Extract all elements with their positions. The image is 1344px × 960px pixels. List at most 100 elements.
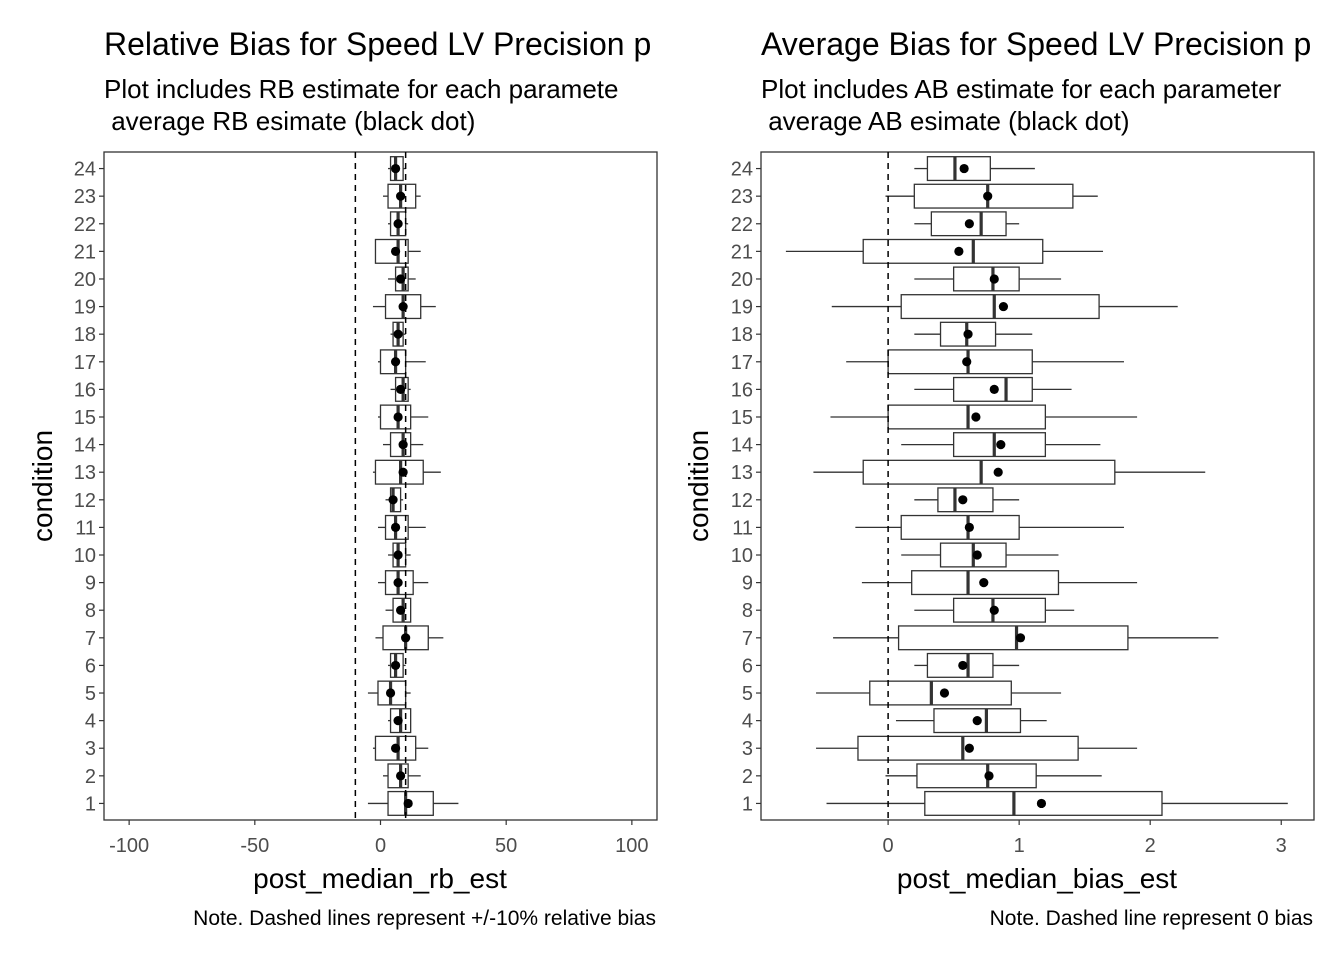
right-box-condition-12 (914, 487, 1020, 513)
left-y-tick-label: 4 (85, 711, 96, 733)
mean-dot (390, 660, 401, 671)
mean-dot (396, 771, 406, 781)
left-y-tick-label: 1 (85, 793, 96, 815)
mean-dot (388, 495, 398, 505)
iqr-box (900, 514, 1020, 540)
right-box-condition-17 (846, 349, 1124, 375)
left-box-condition-4 (388, 708, 412, 734)
right-box-condition-3 (816, 735, 1138, 761)
right-y-tick-label: 19 (731, 297, 753, 319)
right-y-tick-label: 10 (731, 545, 753, 567)
left-chart-subtitle-line-2: average RB esimate (black dot) (104, 106, 475, 136)
left-box-condition-8 (385, 597, 412, 623)
right-box-condition-19 (831, 294, 1178, 320)
left-y-tick-label: 21 (74, 241, 96, 263)
right-y-tick-label: 5 (742, 683, 753, 705)
left-box-condition-12 (385, 487, 404, 513)
left-y-tick-label: 16 (74, 379, 96, 401)
left-y-tick-label: 7 (85, 628, 96, 650)
left-box-condition-24 (388, 156, 406, 182)
left-y-tick-label: 17 (74, 352, 96, 374)
left-y-tick-label: 6 (85, 655, 96, 677)
left-y-tick-label: 20 (74, 269, 96, 291)
left-box-condition-6 (388, 652, 406, 678)
left-y-tick-label: 2 (85, 766, 96, 788)
left-plot-area: 123456789101112131415161718192021222324-… (74, 151, 658, 857)
right-y-tick-label: 20 (731, 269, 753, 291)
left-box-condition-17 (377, 349, 426, 375)
iqr-box (926, 156, 991, 182)
left-caption: Note. Dashed lines represent +/-10% rela… (193, 907, 656, 930)
right-box-condition-24 (914, 156, 1035, 182)
left-box-condition-9 (377, 570, 429, 596)
right-chart-subtitle-line-2: average AB esimate (black dot) (761, 106, 1130, 136)
left-panel: Relative Bias for Speed LV Precision p P… (27, 26, 658, 930)
right-y-tick-label: 18 (731, 324, 753, 346)
right-box-condition-15 (830, 404, 1138, 430)
right-box-condition-22 (914, 211, 1020, 237)
mean-dot (393, 578, 403, 588)
right-box-condition-11 (855, 514, 1124, 540)
left-x-tick-label: 100 (615, 835, 648, 857)
mean-dot (939, 688, 950, 698)
left-y-axis-label: condition (27, 430, 58, 542)
mean-dot (972, 716, 982, 726)
mean-dot (964, 522, 974, 533)
mean-dot (996, 439, 1006, 450)
left-box-condition-1 (367, 790, 459, 816)
mean-dot (993, 467, 1003, 477)
mean-dot (393, 219, 403, 229)
left-x-tick-label: -100 (109, 835, 149, 857)
right-y-tick-label: 12 (731, 490, 753, 512)
left-chart-subtitle-line-1: Plot includes RB estimate for each param… (104, 74, 618, 104)
right-box-condition-6 (914, 652, 1020, 678)
mean-dot (390, 163, 401, 174)
left-y-tick-label: 12 (74, 490, 96, 512)
mean-dot (972, 550, 982, 560)
left-box-condition-13 (372, 459, 441, 485)
mean-dot (390, 246, 401, 256)
left-chart-title: Relative Bias for Speed LV Precision p (104, 26, 651, 62)
mean-dot (989, 274, 999, 284)
left-y-tick-label: 13 (74, 462, 96, 484)
right-y-tick-label: 1 (742, 793, 753, 815)
mean-dot (964, 219, 974, 229)
left-box-condition-10 (388, 542, 411, 568)
right-y-tick-label: 24 (731, 159, 753, 181)
right-panel: Average Bias for Speed LV Precision p Pl… (683, 26, 1315, 930)
left-box-condition-15 (377, 404, 429, 430)
left-y-tick-label: 14 (74, 435, 96, 457)
left-box-condition-11 (377, 514, 426, 540)
right-box-condition-4 (895, 708, 1047, 734)
iqr-box (952, 266, 1020, 292)
right-box-condition-2 (885, 763, 1102, 789)
left-y-tick-label: 11 (75, 517, 96, 539)
mean-dot (390, 522, 401, 533)
right-x-tick-label: 0 (883, 835, 894, 857)
left-y-tick-label: 8 (85, 600, 96, 622)
iqr-box (952, 597, 1047, 623)
right-y-tick-label: 23 (731, 186, 753, 208)
right-box-condition-14 (901, 432, 1101, 458)
mean-dot (963, 329, 973, 339)
right-box-condition-1 (826, 790, 1288, 816)
mean-dot (393, 329, 403, 339)
right-box-condition-7 (833, 625, 1219, 651)
right-box-condition-9 (861, 570, 1138, 596)
mean-dot (959, 163, 969, 174)
mean-dot (396, 605, 406, 615)
left-x-tick-label: 0 (375, 835, 386, 857)
iqr-box (862, 459, 1116, 485)
mean-dot (962, 357, 972, 367)
left-box-condition-5 (367, 680, 411, 706)
right-y-tick-label: 3 (742, 738, 753, 760)
right-y-axis-label: condition (683, 430, 714, 542)
mean-dot (396, 191, 406, 201)
right-x-tick-label: 2 (1145, 835, 1156, 857)
mean-dot (954, 246, 964, 256)
mean-dot (390, 357, 401, 367)
left-y-tick-label: 22 (74, 214, 96, 236)
right-box-condition-21 (785, 238, 1104, 264)
right-y-tick-label: 13 (731, 462, 753, 484)
